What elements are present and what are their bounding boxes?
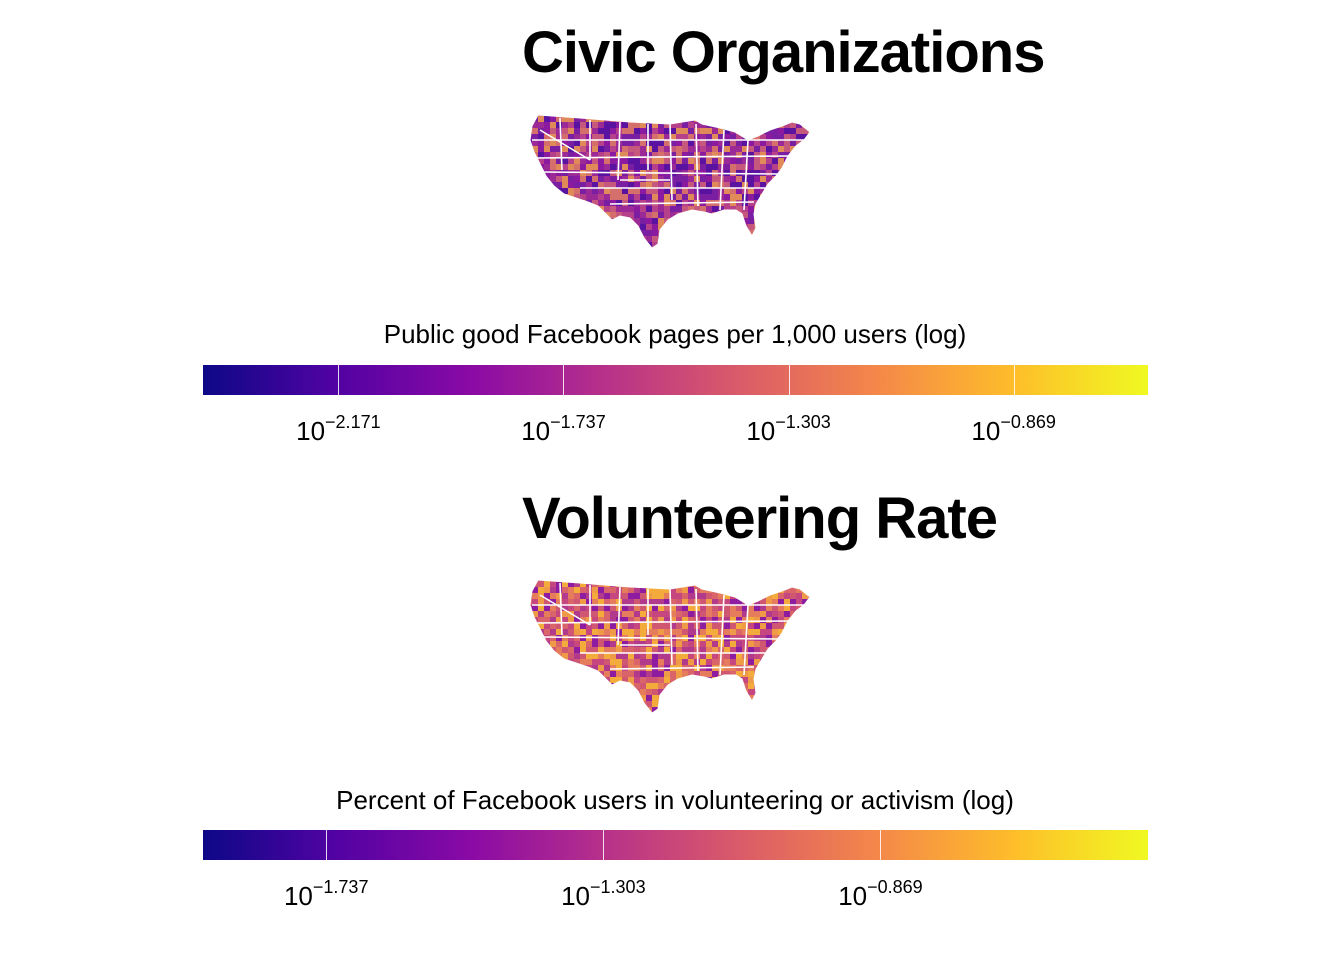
tick-base: 10 xyxy=(283,881,313,911)
state-borders xyxy=(532,117,810,211)
tick-exponent: −0.869 xyxy=(867,877,923,897)
us-outline xyxy=(529,114,811,249)
panel-title: Volunteering Rate xyxy=(522,486,998,551)
panel-title: Civic Organizations xyxy=(522,20,1045,85)
colorbar-tick-mark xyxy=(880,830,882,860)
tick-base: 10 xyxy=(838,881,868,911)
legend-title: Public good Facebook pages per 1,000 use… xyxy=(383,319,967,349)
colorbar-tick-label: 10−1.303 xyxy=(561,878,645,911)
tick-exponent: −0.869 xyxy=(1000,412,1056,432)
colorbar-tick-mark xyxy=(563,365,565,395)
tick-base: 10 xyxy=(971,416,1001,446)
colorbar-tick-mark xyxy=(603,830,605,860)
us-county-choropleth-map xyxy=(529,579,811,714)
tick-exponent: −1.303 xyxy=(590,877,646,897)
state-borders xyxy=(532,582,810,676)
legend-title: Percent of Facebook users in volunteerin… xyxy=(336,785,1014,815)
tick-base: 10 xyxy=(561,881,591,911)
colorbar xyxy=(203,365,1148,395)
colorbar-tick-labels: 10−2.171 10−1.737 10−1.303 10−0.869 xyxy=(0,410,1344,450)
colorbar-tick-mark xyxy=(1013,365,1015,395)
tick-exponent: −2.171 xyxy=(325,412,381,432)
colorbar-tick-label: 10−1.737 xyxy=(283,878,368,911)
colorbar-tick-mark xyxy=(338,365,340,395)
tick-exponent: −1.737 xyxy=(550,412,606,432)
tick-base: 10 xyxy=(521,416,551,446)
colorbar-tick-label: 10−2.171 xyxy=(296,413,380,446)
tick-base: 10 xyxy=(296,416,326,446)
tick-exponent: −1.737 xyxy=(312,877,369,897)
us-county-choropleth-map xyxy=(529,114,811,249)
tick-exponent: −1.303 xyxy=(775,412,831,432)
colorbar xyxy=(203,830,1148,860)
colorbar-tick-label: 10−1.303 xyxy=(746,413,830,446)
us-outline xyxy=(529,579,811,714)
colorbar-tick-mark xyxy=(326,830,328,860)
colorbar-tick-label: 10−0.869 xyxy=(838,878,922,911)
colorbar-tick-label: 10−0.869 xyxy=(971,413,1055,446)
colorbar-tick-label: 10−1.737 xyxy=(521,413,605,446)
colorbar-tick-mark xyxy=(788,365,790,395)
colorbar-tick-labels: 10−1.737 10−1.303 10−0.869 xyxy=(0,875,1344,915)
tick-base: 10 xyxy=(746,416,776,446)
